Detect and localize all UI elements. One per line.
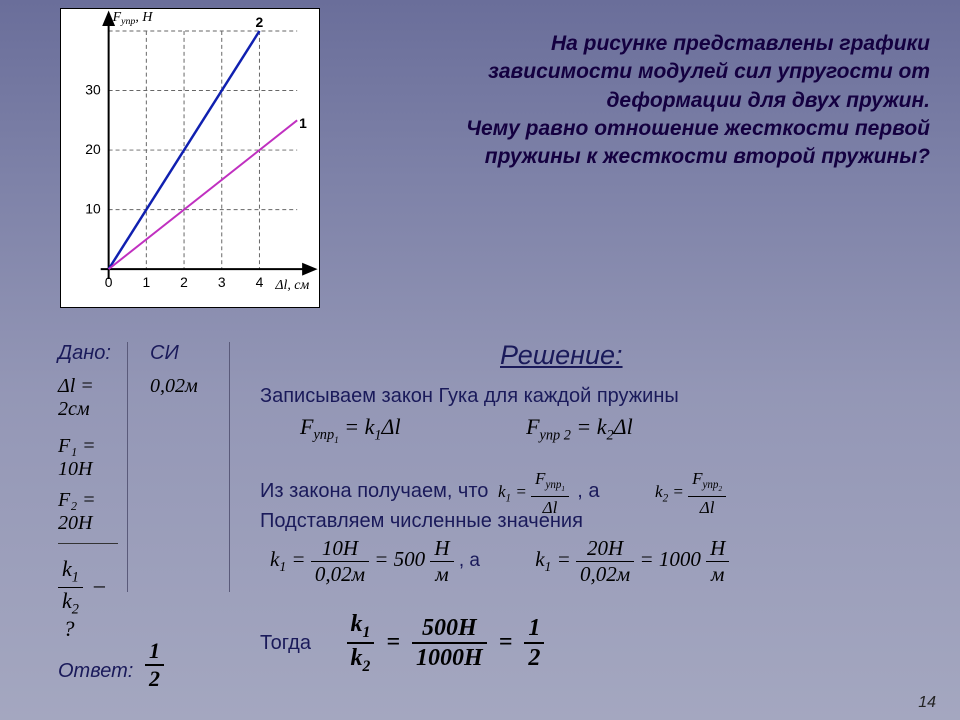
ans-num: 1 [145, 640, 164, 666]
answer-value: 12 [145, 640, 164, 690]
svg-text:10: 10 [85, 201, 101, 217]
eq3a-eq: = 500 [374, 547, 425, 571]
given-ratio-question: k1k2 – ? [58, 558, 115, 642]
line2-pre: Из закона получаем, что [260, 480, 488, 502]
answer-label: Ответ: [58, 660, 133, 683]
svg-text:Fупр, Н: Fупр, Н [112, 10, 154, 27]
chart-svg: 1 2 10 20 30 0 1 2 3 4 Fупр, Н Δl, см [61, 9, 319, 307]
given-title: Дано: [58, 342, 115, 365]
eq4-rn: 1 [524, 616, 544, 644]
svg-text:1: 1 [142, 274, 150, 290]
svg-text:1: 1 [299, 115, 307, 131]
given-f2: F₂ = 20H [58, 489, 115, 535]
svg-text:3: 3 [218, 274, 226, 290]
solution-line3: Подставляем численные значения [260, 510, 920, 533]
svg-text:Δl, см: Δl, см [274, 278, 309, 293]
svg-text:20: 20 [85, 141, 101, 157]
eq3b-eq: = 1000 [639, 547, 700, 571]
ans-den: 2 [145, 666, 164, 690]
solution-title: Решение: [500, 340, 623, 371]
svg-text:4: 4 [256, 274, 264, 290]
eq3a-num: 10H [311, 538, 369, 562]
eq3a-sep: , а [459, 550, 480, 571]
eq4-rd: 2 [524, 644, 544, 670]
svg-text:2: 2 [180, 274, 188, 290]
solution-line4: Тогда k1k2 = 500H1000H = 12 [260, 612, 920, 675]
line2-mid: , а [577, 480, 599, 502]
si-title: СИ [150, 342, 229, 365]
ratio-k2: k2 [58, 588, 83, 617]
eq3a-un: H [430, 538, 453, 562]
svg-text:0: 0 [105, 274, 113, 290]
given-divider [58, 543, 118, 544]
eq3b-num: 20H [576, 538, 634, 562]
page-number: 14 [918, 694, 936, 712]
eq4-mn: 500H [412, 616, 487, 644]
solution-line1: Записываем закон Гука для каждой пружины [260, 385, 920, 408]
given-dl: Δl = 2см [58, 375, 115, 421]
solution-line2: Из закона получаем, что k1 = Fупр1Δl , а… [260, 470, 920, 516]
eq3b-un: H [706, 538, 729, 562]
eq3a-ud: м [430, 562, 453, 585]
eq3a-den: 0,02м [311, 562, 369, 585]
solution-eq3: k1 = 10H0,02м = 500 Hм , а k1 = 20H0,02м… [260, 538, 920, 585]
chart-hooke: 1 2 10 20 30 0 1 2 3 4 Fупр, Н Δl, см [60, 8, 320, 308]
problem-statement: На рисунке представлены графики зависимо… [420, 30, 930, 172]
si-column: СИ 0,02м [150, 342, 230, 592]
eq4-md: 1000H [412, 644, 487, 670]
si-dl: 0,02м [150, 375, 229, 398]
svg-text:30: 30 [85, 81, 101, 97]
given-f1: F₁ = 10H [58, 435, 115, 481]
line4-txt: Тогда [260, 632, 311, 654]
svg-text:2: 2 [255, 14, 263, 30]
solution-eq1: Fупр1 = k1Δl Fупр 2 = k2Δl [260, 414, 920, 446]
ratio-k1: k1 [58, 558, 83, 588]
eq3b-den: 0,02м [576, 562, 634, 585]
eq3b-ud: м [706, 562, 729, 585]
given-column: Дано: Δl = 2см F₁ = 10H F₂ = 20H k1k2 – … [58, 342, 128, 592]
